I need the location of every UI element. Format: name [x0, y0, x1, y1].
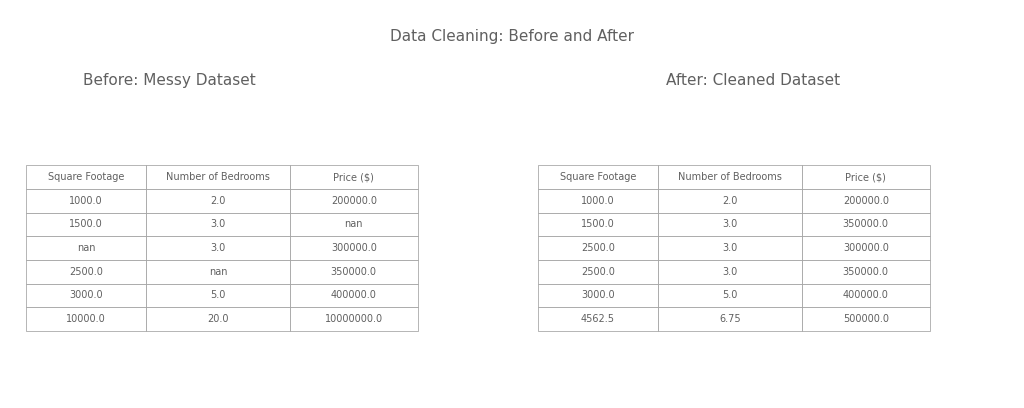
Bar	[538, 307, 658, 331]
Text: 300000.0: 300000.0	[843, 243, 889, 253]
Bar	[290, 284, 418, 307]
Text: Square Footage: Square Footage	[560, 172, 636, 182]
Text: Data Cleaning: Before and After: Data Cleaning: Before and After	[390, 29, 634, 44]
Bar	[146, 213, 290, 236]
Bar	[658, 189, 802, 213]
Text: 200000.0: 200000.0	[331, 196, 377, 206]
Text: Square Footage: Square Footage	[48, 172, 124, 182]
Bar	[26, 236, 146, 260]
Text: 1000.0: 1000.0	[582, 196, 614, 206]
Text: Before: Messy Dataset: Before: Messy Dataset	[83, 73, 255, 89]
Text: nan: nan	[77, 243, 95, 253]
Text: After: Cleaned Dataset: After: Cleaned Dataset	[666, 73, 840, 89]
Bar	[26, 213, 146, 236]
Bar	[26, 165, 146, 189]
Bar	[290, 236, 418, 260]
Bar	[538, 189, 658, 213]
Bar	[146, 260, 290, 284]
Bar	[290, 260, 418, 284]
Text: 350000.0: 350000.0	[843, 220, 889, 229]
Text: 200000.0: 200000.0	[843, 196, 889, 206]
Text: 3.0: 3.0	[723, 267, 737, 277]
Text: 3000.0: 3000.0	[70, 290, 102, 300]
Bar	[658, 213, 802, 236]
Bar	[538, 236, 658, 260]
Bar	[146, 236, 290, 260]
Text: 10000000.0: 10000000.0	[325, 314, 383, 324]
Bar	[538, 284, 658, 307]
Bar	[290, 189, 418, 213]
Text: 3000.0: 3000.0	[582, 290, 614, 300]
Text: 3.0: 3.0	[723, 243, 737, 253]
Text: nan: nan	[209, 267, 227, 277]
Text: Price ($): Price ($)	[846, 172, 886, 182]
Bar	[802, 260, 930, 284]
Bar	[538, 260, 658, 284]
Text: 1500.0: 1500.0	[70, 220, 102, 229]
Bar	[146, 165, 290, 189]
Bar	[802, 236, 930, 260]
Bar	[26, 307, 146, 331]
Bar	[802, 213, 930, 236]
Text: nan: nan	[344, 220, 364, 229]
Text: 1500.0: 1500.0	[582, 220, 614, 229]
Bar	[802, 284, 930, 307]
Bar	[658, 260, 802, 284]
Bar	[802, 189, 930, 213]
Text: 2500.0: 2500.0	[581, 267, 615, 277]
Bar	[146, 189, 290, 213]
Bar	[658, 307, 802, 331]
Bar	[802, 307, 930, 331]
Bar	[26, 260, 146, 284]
Bar	[290, 213, 418, 236]
Text: 400000.0: 400000.0	[331, 290, 377, 300]
Text: 4562.5: 4562.5	[581, 314, 615, 324]
Text: 6.75: 6.75	[719, 314, 741, 324]
Bar	[658, 284, 802, 307]
Text: 3.0: 3.0	[723, 220, 737, 229]
Text: 2.0: 2.0	[722, 196, 738, 206]
Text: 350000.0: 350000.0	[331, 267, 377, 277]
Text: 300000.0: 300000.0	[331, 243, 377, 253]
Text: 1000.0: 1000.0	[70, 196, 102, 206]
Text: Number of Bedrooms: Number of Bedrooms	[678, 172, 782, 182]
Text: 2500.0: 2500.0	[69, 267, 103, 277]
Bar	[658, 165, 802, 189]
Text: Price ($): Price ($)	[334, 172, 374, 182]
Text: 400000.0: 400000.0	[843, 290, 889, 300]
Bar	[146, 307, 290, 331]
Bar	[658, 236, 802, 260]
Bar	[290, 165, 418, 189]
Bar	[538, 213, 658, 236]
Text: Number of Bedrooms: Number of Bedrooms	[166, 172, 270, 182]
Bar	[538, 165, 658, 189]
Bar	[802, 165, 930, 189]
Bar	[26, 189, 146, 213]
Text: 2500.0: 2500.0	[581, 243, 615, 253]
Text: 500000.0: 500000.0	[843, 314, 889, 324]
Bar	[26, 284, 146, 307]
Text: 5.0: 5.0	[722, 290, 738, 300]
Text: 350000.0: 350000.0	[843, 267, 889, 277]
Text: 3.0: 3.0	[211, 220, 225, 229]
Text: 20.0: 20.0	[208, 314, 228, 324]
Text: 5.0: 5.0	[210, 290, 226, 300]
Bar	[146, 284, 290, 307]
Bar	[290, 307, 418, 331]
Text: 3.0: 3.0	[211, 243, 225, 253]
Text: 10000.0: 10000.0	[67, 314, 105, 324]
Text: 2.0: 2.0	[210, 196, 226, 206]
